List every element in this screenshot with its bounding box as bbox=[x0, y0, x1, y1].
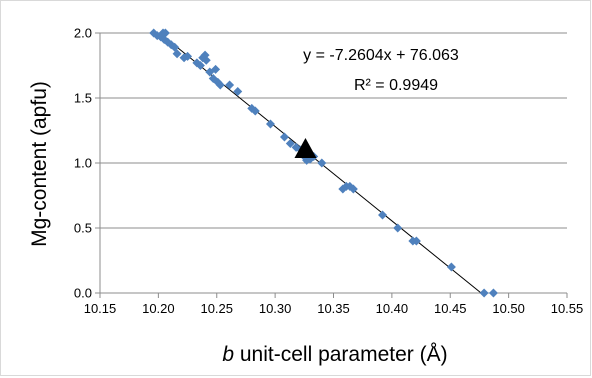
x-tick-label: 10.15 bbox=[84, 301, 117, 316]
y-tick-label: 2.0 bbox=[74, 26, 92, 41]
data-point-diamond bbox=[265, 119, 275, 129]
data-point-diamond bbox=[225, 80, 235, 90]
x-tick-label: 10.20 bbox=[142, 301, 175, 316]
data-point-triangle bbox=[294, 138, 317, 158]
x-axis-title-italic: b bbox=[222, 343, 234, 366]
axes bbox=[95, 32, 568, 298]
data-point-diamond bbox=[378, 210, 388, 220]
x-axis-title: b unit-cell parameter (Å) bbox=[222, 343, 447, 366]
y-tick-label: 0.0 bbox=[74, 286, 92, 301]
r-squared: R² = 0.9949 bbox=[354, 77, 438, 94]
x-tick-label: 10.40 bbox=[376, 301, 409, 316]
y-tick-label: 1.5 bbox=[74, 91, 92, 106]
tick-labels: 0.0 0.5 1.0 1.5 2.0 10.15 10.20 10.25 10.30 10.35… bbox=[74, 26, 583, 317]
data-point-diamond bbox=[211, 64, 221, 74]
data-point-diamond bbox=[279, 132, 289, 142]
data-point-diamond bbox=[411, 236, 421, 246]
data-point-diamond bbox=[195, 61, 205, 70]
x-axis-title-rest: unit-cell parameter (Å) bbox=[234, 343, 448, 366]
data-point-diamond bbox=[172, 49, 182, 59]
data-point-diamond bbox=[201, 55, 211, 65]
data-point-diamond bbox=[215, 80, 225, 90]
data-point-diamond bbox=[285, 139, 295, 148]
data-point-diamond bbox=[488, 288, 498, 298]
data-point-diamond bbox=[479, 288, 489, 298]
trendline-equation: y = -7.2604x + 76.063 bbox=[303, 47, 459, 64]
data-point-diamond bbox=[348, 184, 358, 194]
x-tick-label: 10.45 bbox=[434, 301, 467, 316]
gridlines bbox=[100, 32, 567, 229]
data-point-diamond bbox=[446, 262, 456, 272]
data-point-diamond bbox=[317, 158, 327, 168]
y-tick-label: 1.0 bbox=[74, 156, 92, 171]
data-point-diamond bbox=[250, 106, 260, 116]
data-points bbox=[149, 28, 498, 298]
data-point-diamond bbox=[393, 223, 403, 233]
x-tick-label: 10.25 bbox=[200, 301, 233, 316]
x-tick-label: 10.35 bbox=[317, 301, 350, 316]
data-point-diamond bbox=[160, 28, 170, 38]
y-tick-label: 0.5 bbox=[74, 221, 92, 236]
x-tick-label: 10.30 bbox=[259, 301, 292, 316]
data-point-diamond bbox=[183, 51, 193, 61]
y-axis-title: Mg-content (apfu) bbox=[28, 81, 51, 247]
data-point-diamond bbox=[233, 87, 243, 96]
x-tick-label: 10.50 bbox=[492, 301, 525, 316]
x-tick-label: 10.55 bbox=[551, 301, 584, 316]
